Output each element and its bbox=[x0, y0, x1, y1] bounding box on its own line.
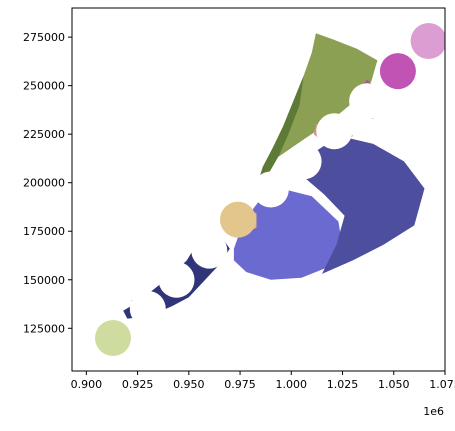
x-tick-label: 0.900 bbox=[71, 378, 103, 391]
x-tick-label: 1.025 bbox=[327, 378, 359, 391]
map-region-1 bbox=[233, 188, 343, 280]
y-tick-label: 200000 bbox=[23, 177, 65, 190]
y-tick-label: 225000 bbox=[23, 128, 65, 141]
marker-circle-10 bbox=[410, 23, 445, 59]
x-offset-label: 1e6 bbox=[423, 405, 444, 418]
marker-circle-4 bbox=[220, 201, 256, 238]
circle-layer bbox=[95, 23, 445, 356]
y-tick-label: 125000 bbox=[23, 322, 65, 335]
marker-circle-3 bbox=[191, 232, 228, 269]
x-tick-label: 1.050 bbox=[378, 378, 410, 391]
y-tick-label: 175000 bbox=[23, 225, 65, 238]
map-region-4 bbox=[256, 75, 304, 187]
x-tick-label: 0.925 bbox=[122, 378, 154, 391]
marker-circle-9 bbox=[379, 53, 416, 90]
y-tick-label: 275000 bbox=[23, 31, 65, 44]
x-tick-label: 1.075 bbox=[429, 378, 455, 391]
marker-circle-2 bbox=[158, 261, 195, 298]
map-region-2 bbox=[303, 138, 425, 274]
x-tick-label: 0.975 bbox=[224, 378, 256, 391]
y-axis: 125000 150000 175000 200000 225000 250000 2750… bbox=[23, 31, 72, 335]
map-region-3 bbox=[262, 33, 378, 168]
plot-frame bbox=[71, 7, 446, 372]
marker-circle-5 bbox=[252, 171, 289, 208]
x-axis: 0.900 0.925 0.950 0.975 1.000 1.025 1.050 1.075 bbox=[71, 371, 455, 391]
y-tick-label: 250000 bbox=[23, 80, 65, 93]
marker-circle-0 bbox=[95, 320, 131, 356]
marker-circle-1 bbox=[129, 290, 166, 327]
marker-circle-6 bbox=[285, 143, 322, 180]
y-tick-label: 150000 bbox=[23, 274, 65, 287]
x-tick-label: 0.950 bbox=[173, 378, 205, 391]
x-tick-label: 1.000 bbox=[276, 378, 308, 391]
marker-circle-7 bbox=[316, 113, 353, 150]
marker-circle-8 bbox=[349, 83, 386, 120]
